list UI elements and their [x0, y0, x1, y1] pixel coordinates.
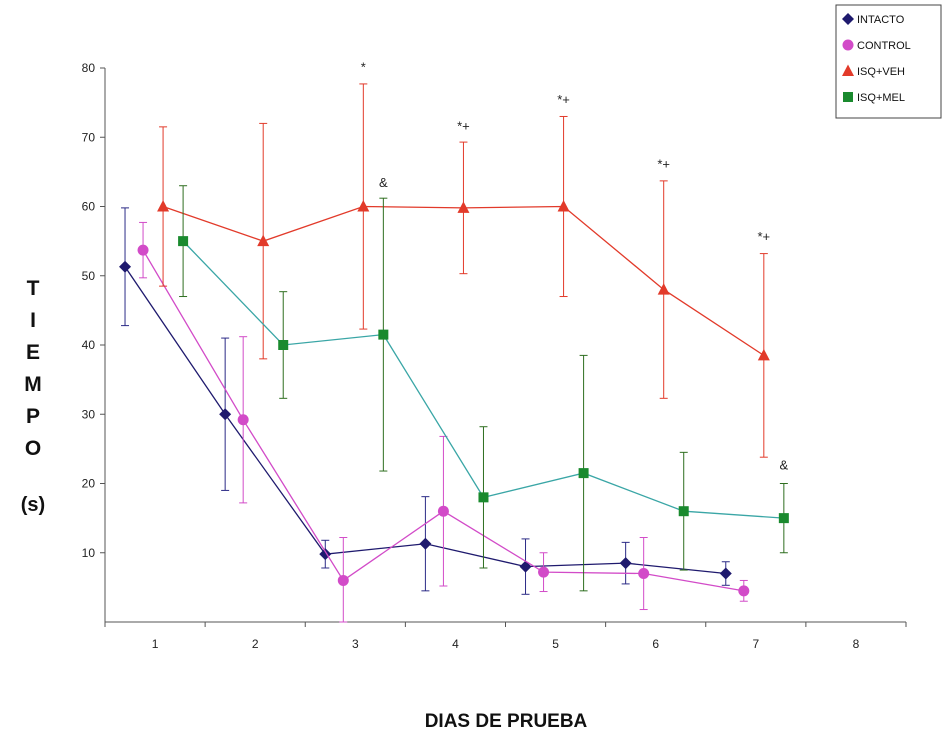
x-tick-label: 7	[752, 637, 759, 651]
data-point	[257, 234, 270, 247]
series-layer	[119, 83, 789, 623]
series-isq-veh	[157, 83, 770, 458]
significance-marker: *+	[757, 229, 770, 244]
y-tick-label: 30	[82, 407, 96, 421]
legend-entry: ISQ+MEL	[857, 92, 905, 104]
legend-marker	[842, 39, 854, 51]
y-tick-label: 10	[82, 546, 96, 560]
legend: INTACTO CONTROL ISQ+VEH ISQ+MEL	[835, 4, 942, 119]
data-point	[337, 574, 349, 586]
x-tick-label: 3	[352, 637, 359, 651]
legend-box	[835, 4, 942, 119]
legend-marker	[842, 64, 854, 76]
significance-marker: &	[379, 175, 388, 190]
data-point	[457, 201, 470, 213]
data-point	[738, 585, 750, 597]
y-tick-label: 20	[82, 477, 96, 491]
legend-entry: ISQ+VEH	[857, 66, 905, 78]
x-tick-label: 1	[152, 637, 159, 651]
significance-marker: *+	[557, 92, 570, 107]
x-tick-label: 6	[652, 637, 659, 651]
series-intacto	[119, 207, 732, 595]
x-axis-label: DIAS DE PRUEBA	[425, 711, 588, 732]
data-point	[137, 244, 149, 256]
data-point	[278, 340, 289, 350]
data-point	[638, 568, 650, 580]
legend-marker	[842, 13, 854, 25]
y-axis-label-char: T	[27, 277, 40, 300]
data-point	[437, 505, 449, 517]
data-point	[119, 260, 132, 273]
data-point	[219, 408, 232, 421]
significance-marker: *+	[457, 118, 470, 133]
data-point	[757, 348, 770, 361]
data-point	[419, 537, 432, 550]
data-point	[557, 200, 570, 212]
data-point	[357, 200, 370, 212]
y-axis-label-char: I	[30, 309, 36, 332]
y-tick-label: 60	[82, 200, 96, 214]
data-point	[237, 414, 249, 426]
data-point	[678, 506, 689, 517]
x-tick-label: 2	[252, 637, 259, 651]
significance-marker: *+	[657, 156, 670, 171]
y-axis-label-char: P	[26, 405, 40, 428]
legend-marker	[843, 92, 853, 102]
data-point	[778, 513, 789, 524]
y-tick-label: 40	[82, 338, 96, 352]
data-point	[619, 557, 632, 570]
data-point	[538, 566, 550, 578]
data-point	[378, 329, 389, 340]
data-point	[157, 200, 170, 212]
y-tick-label: 80	[82, 61, 96, 75]
x-tick-label: 4	[452, 637, 459, 651]
data-point	[719, 567, 732, 580]
legend-entry: CONTROL	[857, 40, 911, 52]
y-tick-label: 50	[82, 269, 96, 283]
significance-marker: *	[361, 59, 366, 74]
data-point	[519, 560, 532, 573]
annotations: * & *+ *+ *+ *+ &	[361, 59, 789, 472]
y-axis-label-char: E	[26, 341, 40, 364]
data-point	[657, 283, 670, 295]
data-point	[478, 492, 489, 503]
legend-entry: INTACTO	[857, 14, 905, 26]
x-tick-label: 5	[552, 637, 559, 651]
axes: 10 20 30 40 50 60 70 80 1 2 3 4 5 6 7 8	[82, 61, 907, 651]
series-control	[137, 221, 750, 623]
data-point	[178, 236, 189, 247]
y-axis-label-unit: (s)	[21, 494, 45, 516]
significance-marker: &	[780, 458, 789, 473]
y-axis-label-char: M	[24, 373, 42, 396]
x-tick-label: 8	[853, 637, 860, 651]
y-axis-label-char: O	[25, 437, 41, 460]
y-tick-label: 70	[82, 130, 96, 144]
series-isq-mel	[178, 185, 789, 592]
data-point	[578, 468, 589, 479]
